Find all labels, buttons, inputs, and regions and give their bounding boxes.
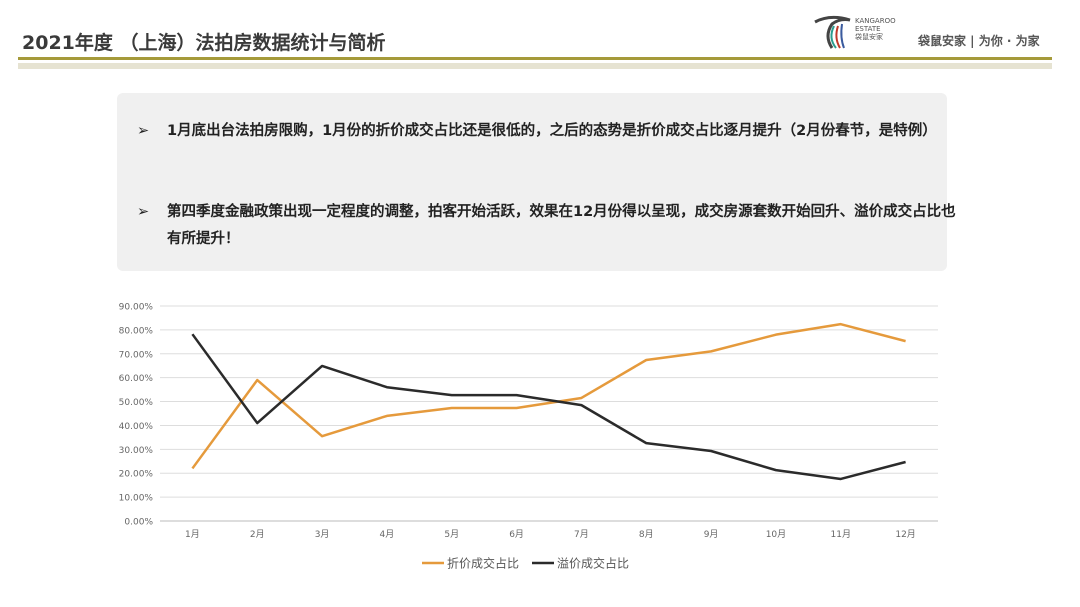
slogan: 袋鼠安家 | 为你 · 为家 — [918, 34, 1040, 48]
y-tick-label: 80.00% — [119, 326, 154, 336]
y-tick-label: 30.00% — [119, 446, 154, 456]
y-tick-label: 90.00% — [119, 303, 154, 313]
x-tick-label: 8月 — [639, 529, 654, 540]
x-tick-label: 5月 — [444, 529, 459, 540]
summary-box: ➢ 1月底出台法拍房限购，1月份的折价成交占比还是很低的，之后的态势是折价成交占比… — [117, 93, 956, 271]
x-tick-label: 12月 — [895, 529, 915, 540]
y-tick-label: 10.00% — [119, 494, 154, 504]
x-tick-label: 6月 — [509, 529, 524, 540]
bullet-2: ➢ 第四季度金融政策出现一定程度的调整，拍客开始活跃，效果在12月份得以呈现，成交… — [137, 204, 956, 247]
series-line-1 — [191, 322, 906, 470]
x-tick-label: 2月 — [250, 529, 265, 540]
header-divider-light — [18, 63, 1052, 69]
x-tick-label: 3月 — [315, 529, 330, 540]
x-tick-label: 9月 — [704, 529, 719, 540]
x-tick-label: 10月 — [766, 529, 786, 540]
logo-text: KANGAROO ESTATE 袋鼠安家 — [855, 17, 896, 41]
series-line-2 — [191, 333, 906, 481]
y-tick-label: 20.00% — [119, 470, 154, 480]
x-tick-label: 1月 — [185, 529, 200, 540]
y-tick-label: 60.00% — [119, 374, 154, 384]
y-tick-label: 40.00% — [119, 422, 154, 432]
x-tick-label: 11月 — [831, 529, 851, 540]
x-tick-label: 7月 — [574, 529, 589, 540]
y-tick-label: 50.00% — [119, 398, 154, 408]
y-tick-label: 0.00% — [124, 518, 153, 528]
kangaroo-logo-icon — [814, 15, 851, 49]
x-tick-label: 4月 — [380, 529, 395, 540]
page-title: 2021年度 （上海）法拍房数据统计与简析 — [22, 32, 386, 54]
y-tick-label: 70.00% — [119, 350, 154, 360]
legend-label: 溢价成交占比 — [557, 556, 629, 571]
legend-label: 折价成交占比 — [447, 556, 519, 571]
bullet-1: ➢ 1月底出台法拍房限购，1月份的折价成交占比还是很低的，之后的态势是折价成交占比… — [137, 123, 937, 139]
header-divider — [18, 57, 1052, 60]
